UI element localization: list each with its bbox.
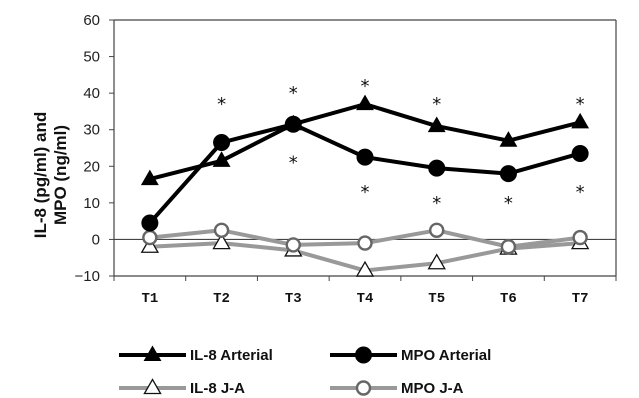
y-tick-label: −10: [75, 268, 100, 285]
data-point-mpo-arterial: [141, 214, 159, 232]
data-point-mpo-arterial: [428, 159, 446, 177]
data-point-il-8-j-a: [427, 253, 446, 270]
legend-marker-mpo-arterial: [355, 346, 372, 364]
y-tick-label: 60: [83, 12, 100, 29]
x-tick-label: T6: [500, 291, 517, 307]
significance-star: *: [289, 83, 298, 104]
y-tick-label: 30: [83, 122, 100, 139]
x-tick-label: T4: [357, 291, 374, 307]
data-point-mpo-arterial: [571, 144, 589, 162]
x-tick-label: T7: [572, 291, 589, 307]
data-point-mpo-j-a: [429, 222, 445, 238]
data-point-mpo-j-a: [572, 229, 588, 246]
significance-star: *: [432, 94, 441, 115]
x-tick-label: T5: [428, 291, 445, 307]
legend-marker-il-8-j-a: [143, 378, 162, 395]
significance-star: *: [432, 193, 441, 214]
data-point-mpo-j-a: [357, 235, 373, 251]
significance-star: *: [289, 153, 298, 174]
data-point-il-8-arterial: [571, 112, 590, 129]
legend-marker-mpo-j-a: [355, 380, 372, 396]
x-tick-label: T2: [213, 291, 230, 307]
legend-label-mpo-arterial: MPO Arterial: [401, 347, 491, 364]
data-point-mpo-arterial: [499, 165, 517, 183]
y-axis-label: IL-8 (pg/ml) and MPO (ng/ml): [31, 112, 70, 239]
y-axis-label-line1: IL-8 (pg/ml) and: [31, 112, 50, 239]
data-point-il-8-arterial: [499, 131, 518, 147]
data-point-il-8-j-a: [212, 233, 231, 250]
x-tick-label: T1: [141, 291, 158, 307]
y-tick-label: 10: [83, 195, 100, 212]
significance-star: *: [576, 182, 585, 203]
data-point-il-8-arterial: [356, 94, 374, 111]
significance-star: *: [504, 193, 513, 214]
data-point-mpo-j-a: [213, 222, 230, 238]
legend-label-il-8-arterial: IL-8 Arterial: [190, 347, 273, 364]
y-tick-label: 40: [83, 85, 100, 102]
y-tick-label: 0: [92, 231, 100, 248]
data-point-mpo-j-a: [142, 229, 158, 246]
data-point-mpo-arterial: [213, 134, 231, 152]
data-point-mpo-j-a: [285, 237, 301, 253]
legend-label-mpo-j-a: MPO J-A: [401, 380, 464, 397]
y-axis-label-line2: MPO (ng/ml): [51, 125, 70, 225]
significance-star: *: [576, 94, 585, 115]
data-point-il-8-arterial: [212, 151, 231, 167]
significance-star: *: [361, 182, 370, 203]
legend-marker-il-8-arterial: [143, 345, 162, 362]
data-point-il-8-arterial: [140, 169, 159, 186]
legend: IL-8 Arterial MPO Arterial IL-8 J-A MPO J-A: [119, 345, 491, 397]
significance-star: *: [361, 76, 370, 97]
legend-label-il-8-j-a: IL-8 J-A: [190, 380, 245, 397]
data-point-il-8-arterial: [427, 116, 446, 133]
data-point-mpo-arterial: [356, 148, 374, 166]
data-point-mpo-arterial: [284, 115, 302, 133]
significance-star: *: [217, 94, 226, 115]
y-tick-label: 50: [83, 49, 100, 66]
data-point-il-8-j-a: [355, 260, 375, 277]
data-point-mpo-j-a: [500, 239, 517, 255]
x-tick-label: T3: [285, 291, 302, 307]
y-tick-label: 20: [83, 158, 100, 175]
plot-area: −10 0 10 20 30 40 50 60 T1 T2 T3 T4 T5 T6 T7 * * * * * * * * * *: [75, 12, 617, 307]
